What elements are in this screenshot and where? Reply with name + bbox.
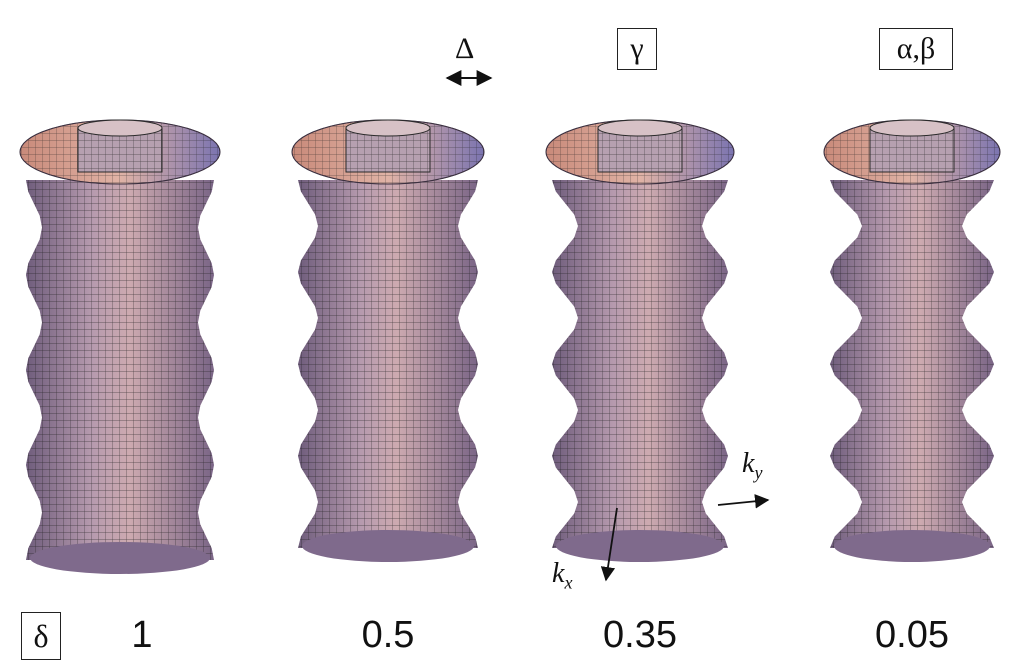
fermi-surface-4	[823, 119, 1001, 562]
inner-cylinder-top	[597, 119, 683, 137]
surface-1-value: 1	[131, 614, 153, 656]
fermi-surface-1	[19, 119, 221, 574]
surface-bottom-cap	[556, 530, 724, 562]
fermi-surface-3	[545, 119, 735, 562]
surface-mesh	[26, 180, 214, 560]
surface-mesh	[830, 180, 994, 548]
kx-axis-label: kx	[552, 558, 573, 593]
surface-4-value: 0.05	[875, 614, 949, 656]
kx-axis-arrow	[600, 507, 618, 582]
fermi-surface-2	[291, 119, 485, 562]
surface-bottom-cap	[30, 542, 210, 574]
surface-3-value: 0.35	[603, 614, 677, 656]
alpha-beta-label-box: α,β	[879, 28, 953, 70]
delta-parameter-box: δ	[21, 612, 61, 660]
inner-cylinder-top	[77, 119, 163, 137]
surface-bottom-cap	[834, 530, 990, 562]
surface-mesh	[298, 180, 478, 548]
surface-2-value: 0.5	[361, 614, 415, 656]
ky-axis-arrow	[717, 494, 770, 509]
delta-width-label: Δ	[455, 32, 475, 65]
ky-axis-label: ky	[742, 448, 763, 483]
surface-mesh	[552, 180, 728, 548]
inner-cylinder-top	[345, 119, 431, 137]
inner-cylinder-top	[869, 119, 955, 137]
surface-bottom-cap	[302, 530, 474, 562]
gamma-label-box: γ	[617, 28, 657, 70]
